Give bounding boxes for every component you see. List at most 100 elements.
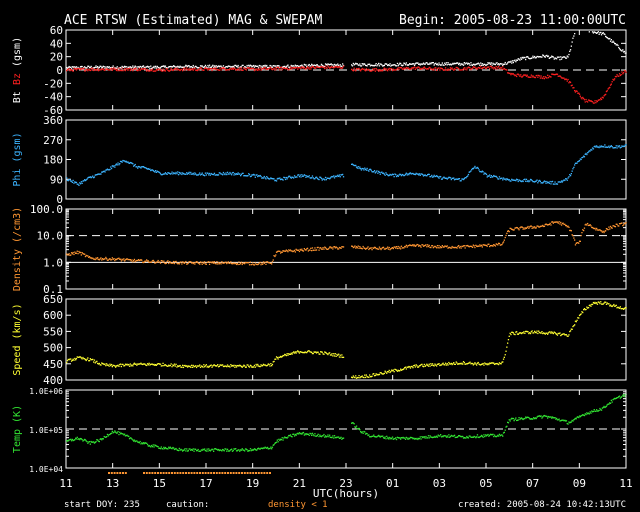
data-point <box>503 178 505 180</box>
data-point <box>73 182 75 184</box>
data-point <box>70 68 73 70</box>
data-point <box>546 332 548 334</box>
data-point <box>166 173 168 175</box>
data-point <box>413 438 416 440</box>
data-point <box>516 331 518 333</box>
data-point <box>523 418 525 420</box>
data-point <box>467 245 470 247</box>
data-point <box>297 68 299 70</box>
data-point <box>482 66 484 69</box>
data-point <box>478 169 480 171</box>
data-point <box>605 405 608 407</box>
data-point <box>121 258 123 260</box>
data-point <box>602 303 604 305</box>
data-point <box>450 64 452 66</box>
data-point <box>196 67 198 69</box>
data-point <box>510 74 512 76</box>
data-point <box>590 412 592 414</box>
data-point <box>154 67 156 69</box>
data-point <box>375 68 377 70</box>
data-point <box>232 68 234 70</box>
data-point <box>399 246 401 248</box>
data-point <box>582 96 584 99</box>
data-point <box>367 68 369 71</box>
data-point <box>79 437 82 440</box>
data-point <box>463 437 465 439</box>
data-point <box>188 365 190 368</box>
data-point <box>535 75 537 77</box>
data-point <box>404 67 407 70</box>
data-point <box>119 66 122 69</box>
data-point <box>297 65 300 68</box>
data-point <box>129 69 131 72</box>
data-point <box>212 64 214 66</box>
data-point <box>355 377 358 379</box>
data-point <box>584 413 586 415</box>
data-point <box>91 441 93 443</box>
data-point <box>382 373 384 375</box>
data-point <box>368 68 370 71</box>
data-point <box>250 450 252 452</box>
data-point <box>416 243 418 246</box>
data-point <box>610 399 612 401</box>
data-point <box>258 175 260 177</box>
data-point <box>539 415 541 418</box>
data-point <box>165 262 167 264</box>
data-point <box>480 363 483 365</box>
data-point <box>517 419 519 421</box>
data-point <box>297 249 299 251</box>
data-point <box>400 248 402 250</box>
data-point <box>171 66 173 68</box>
data-point <box>306 175 308 177</box>
data-point <box>274 255 276 258</box>
data-point <box>387 371 390 373</box>
data-point <box>474 165 476 168</box>
data-point <box>176 67 178 69</box>
data-point <box>316 177 318 179</box>
data-point <box>543 78 546 80</box>
data-point <box>485 67 487 70</box>
data-point <box>246 449 248 451</box>
data-point <box>603 231 605 234</box>
data-point <box>98 173 100 175</box>
data-point <box>163 65 165 67</box>
data-point <box>493 174 495 177</box>
data-point <box>544 56 546 58</box>
data-point <box>430 63 432 65</box>
data-point <box>168 70 170 72</box>
data-point <box>269 64 271 67</box>
data-point <box>510 227 512 230</box>
data-point <box>229 366 231 368</box>
data-point <box>257 263 259 266</box>
data-point <box>537 76 539 78</box>
data-point <box>355 67 358 70</box>
data-point <box>387 437 389 439</box>
data-point <box>201 263 203 265</box>
data-point <box>387 70 389 72</box>
data-point <box>271 261 274 263</box>
data-point <box>324 246 326 248</box>
data-point <box>150 169 152 172</box>
data-point <box>338 356 341 358</box>
data-point <box>621 395 623 398</box>
data-point <box>226 450 228 452</box>
data-point <box>593 31 595 33</box>
data-point <box>244 366 247 368</box>
data-point <box>378 373 381 376</box>
data-point <box>552 417 554 419</box>
data-point <box>337 174 339 176</box>
data-point <box>190 68 192 70</box>
data-point <box>471 436 474 438</box>
data-point <box>586 100 588 103</box>
data-point <box>197 262 199 264</box>
y-tick-label: 600 <box>43 309 63 322</box>
data-point <box>111 66 113 69</box>
data-point <box>294 176 296 178</box>
data-point <box>413 66 415 69</box>
y-tick-label: 10.0 <box>37 230 64 243</box>
data-point <box>452 177 454 180</box>
data-point <box>315 67 317 69</box>
data-point <box>466 435 468 438</box>
data-point <box>212 261 214 263</box>
data-point <box>293 249 296 252</box>
